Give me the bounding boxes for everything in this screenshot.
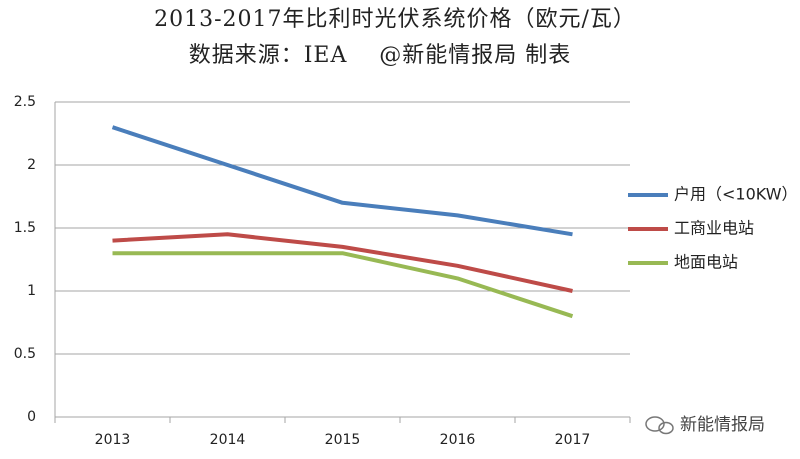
y-tick-label: 2.5	[14, 94, 36, 110]
x-tick-label: 2014	[210, 432, 246, 448]
x-tick-label: 2015	[325, 432, 361, 448]
legend-label: 地面电站	[674, 253, 738, 272]
watermark: 新能情报局	[680, 415, 765, 435]
y-tick-label: 1.5	[14, 220, 36, 236]
line-series	[111, 125, 573, 237]
line-series	[112, 232, 573, 293]
y-tick-label: 2	[27, 157, 36, 173]
line-series	[112, 251, 574, 319]
x-tick-label: 2017	[555, 432, 591, 448]
x-tick-label: 2013	[95, 432, 131, 448]
legend-label: 户用（<10KW）	[674, 185, 798, 204]
y-tick-label: 0	[27, 409, 36, 425]
chart-title: 2013-2017年比利时光伏系统价格（欧元/瓦）	[154, 7, 636, 32]
y-tick-label: 1	[27, 283, 36, 299]
x-tick-label: 2016	[440, 432, 476, 448]
watermark-icon	[645, 416, 674, 435]
chart-subtitle: 数据来源：IEA @新能情报局 制表	[189, 43, 572, 68]
legend-label: 工商业电站	[674, 219, 754, 238]
y-tick-label: 0.5	[14, 346, 36, 362]
